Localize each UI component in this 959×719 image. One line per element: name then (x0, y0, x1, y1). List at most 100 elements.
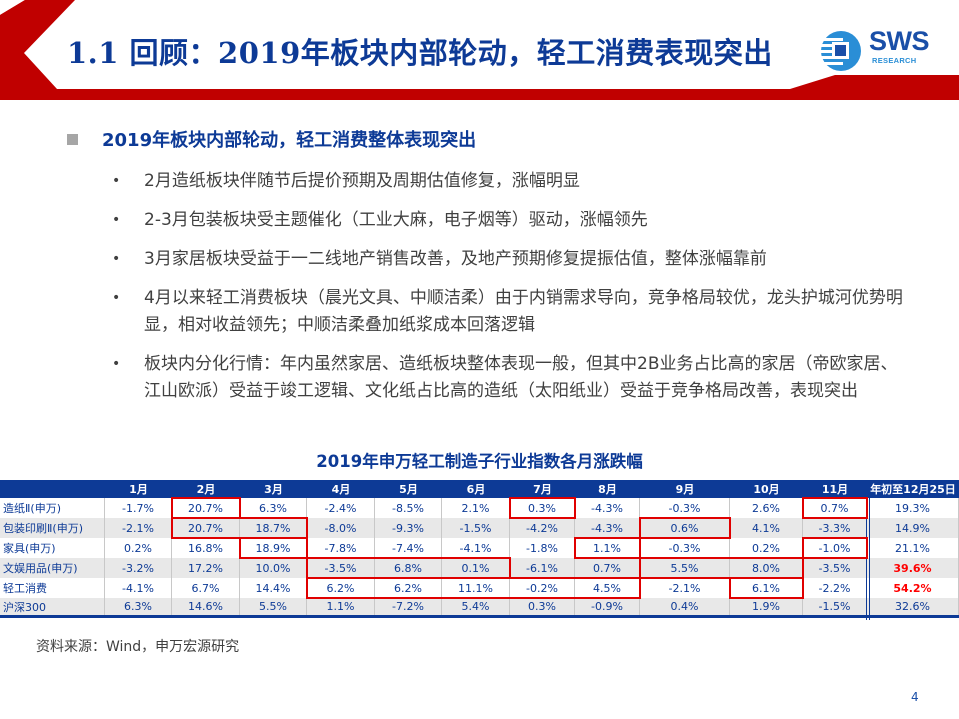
bullet-dot-icon: • (112, 356, 121, 372)
table-cell: -6.1% (510, 558, 575, 578)
table-cell: -4.3% (575, 498, 640, 518)
table-cell: -0.3% (640, 498, 730, 518)
table-cell: 1.1% (307, 598, 375, 615)
column-header: 3月 (264, 483, 283, 496)
bullet-text: 2-3月包装板块受主题催化（工业大麻，电子烟等）驱动，涨幅领先 (144, 210, 648, 230)
source-note: 资料来源：Wind，申万宏源研究 (36, 639, 240, 655)
table-cell: 32.6% (867, 598, 959, 615)
table-cell: 0.6% (640, 518, 730, 538)
table-cell: 11.1% (442, 578, 510, 598)
table-cell: 0.3% (510, 598, 575, 615)
section-heading: 2019年板块内部轮动，轻工消费整体表现突出 (102, 130, 477, 151)
table-cell: 6.3% (105, 598, 172, 615)
table-cell: 6.8% (375, 558, 442, 578)
column-header: 1月 (129, 483, 148, 496)
table-cell: 20.7% (172, 518, 240, 538)
table-row: 包装印刷Ⅱ(申万) -2.1% 20.7% 18.7% -8.0% -9.3% -1.5% -… (0, 518, 959, 538)
column-header: 4月 (331, 483, 351, 496)
table-cell: -7.2% (375, 598, 442, 615)
table-cell: 0.7% (575, 558, 640, 578)
table-cell: 14.6% (172, 598, 240, 615)
bullet-text: 板块内分化行情：年内虽然家居、造纸板块整体表现一般，但其中2B业务占比高的家居（… (144, 354, 898, 401)
table-cell: -2.2% (803, 578, 867, 598)
logo-subtitle: RESEARCH (872, 56, 917, 65)
column-header: 7月 (533, 483, 552, 496)
table-cell: 1.9% (730, 598, 803, 615)
table-cell: 6.1% (730, 578, 803, 598)
table-cell: 6.3% (240, 498, 307, 518)
table-cell: -0.9% (575, 598, 640, 615)
table-cell: -8.0% (307, 518, 375, 538)
table-cell: -4.1% (442, 538, 510, 558)
row-label: 家具(申万) (0, 538, 105, 558)
table-cell: 5.5% (240, 598, 307, 615)
table-cell: -1.8% (510, 538, 575, 558)
table-cell: -0.2% (510, 578, 575, 598)
table-cell: 0.4% (640, 598, 730, 615)
table-cell: -7.8% (307, 538, 375, 558)
table-cell: 17.2% (172, 558, 240, 578)
sws-logo-icon (821, 31, 861, 71)
column-header: 年初至12月25日 (870, 483, 956, 496)
row-label: 轻工消费 (0, 578, 105, 598)
table-cell: -2.1% (105, 518, 172, 538)
table-cell: -1.7% (105, 498, 172, 518)
bullet-item: • 3月家居板块受益于一二线地产销售改善，及地产预期修复提振估值，整体涨幅靠前 (112, 246, 912, 273)
bullet-list: • 2月造纸板块伴随节后提价预期及周期估值修复，涨幅明显 • 2-3月包装板块受主题… (112, 168, 912, 417)
table-title: 2019年申万轻工制造子行业指数各月涨跌幅 (316, 452, 643, 471)
bullet-text: 3月家居板块受益于一二线地产销售改善，及地产预期修复提振估值，整体涨幅靠前 (144, 249, 767, 269)
page-title: 1.1 回顾：2019年板块内部轮动，轻工消费表现突出 (67, 36, 773, 70)
table-cell: -2.4% (307, 498, 375, 518)
table-cell: 6.2% (375, 578, 442, 598)
table-cell: 8.0% (730, 558, 803, 578)
table-cell: -1.5% (442, 518, 510, 538)
table-cell: 21.1% (867, 538, 959, 558)
bullet-item: • 4月以来轻工消费板块（晨光文具、中顺洁柔）由于内销需求导向，竞争格局较优，龙头… (112, 285, 912, 339)
table-cell: -0.3% (640, 538, 730, 558)
table-cell: -3.5% (803, 558, 867, 578)
table-cell: 54.2% (867, 578, 959, 598)
row-label: 造纸Ⅱ(申万) (0, 498, 105, 518)
table-row: 家具(申万) 0.2% 16.8% 18.9% -7.8% -7.4% -4.1% -1.8%… (0, 538, 959, 558)
column-header: 5月 (399, 483, 418, 496)
table-cell: -4.2% (510, 518, 575, 538)
table-cell: -3.3% (803, 518, 867, 538)
column-header: 10月 (753, 483, 780, 496)
column-header: 11月 (821, 483, 849, 496)
table-cell: -8.5% (375, 498, 442, 518)
bullet-item: • 板块内分化行情：年内虽然家居、造纸板块整体表现一般，但其中2B业务占比高的家居… (112, 351, 912, 405)
table-cell: 39.6% (867, 558, 959, 578)
bullet-dot-icon: • (112, 251, 121, 267)
table-cell: 0.3% (510, 498, 575, 518)
column-header: 8月 (598, 483, 617, 496)
table-cell: 18.7% (240, 518, 307, 538)
bullet-text: 2月造纸板块伴随节后提价预期及周期估值修复，涨幅明显 (144, 171, 580, 191)
table-cell: 10.0% (240, 558, 307, 578)
table-cell: -7.4% (375, 538, 442, 558)
ytd-column-separator (866, 480, 870, 620)
column-header: 2月 (196, 483, 216, 496)
table-cell: 2.6% (730, 498, 803, 518)
table-cell: 2.1% (442, 498, 510, 518)
table-cell: 5.4% (442, 598, 510, 615)
table-header-row: 1月 2月 3月 4月 5月 6月 7月 8月 9月 10月 11月 年初至12月25日 (0, 480, 959, 498)
bullet-dot-icon: • (112, 290, 121, 306)
square-bullet-icon (67, 133, 78, 145)
table-cell: -2.1% (640, 578, 730, 598)
table-cell: 14.9% (867, 518, 959, 538)
column-header: 9月 (675, 483, 695, 496)
bullet-text: 4月以来轻工消费板块（晨光文具、中顺洁柔）由于内销需求导向，竞争格局较优，龙头护… (144, 288, 903, 335)
bullet-dot-icon: • (112, 212, 121, 228)
bullet-item: • 2-3月包装板块受主题催化（工业大麻，电子烟等）驱动，涨幅领先 (112, 207, 912, 234)
table-cell: -1.0% (803, 538, 867, 558)
row-label: 文娱用品(申万) (0, 558, 105, 578)
table-cell: -4.1% (105, 578, 172, 598)
header-chevron-decoration (0, 0, 959, 100)
table-cell: 19.3% (867, 498, 959, 518)
table-row: 造纸Ⅱ(申万) -1.7% 20.7% 6.3% -2.4% -8.5% 2.1% 0.3% -… (0, 498, 959, 518)
column-header: 6月 (466, 483, 486, 496)
table-cell: 18.9% (240, 538, 307, 558)
table-cell: 6.7% (172, 578, 240, 598)
page-number: 4 (911, 690, 919, 704)
table-cell: 4.1% (730, 518, 803, 538)
